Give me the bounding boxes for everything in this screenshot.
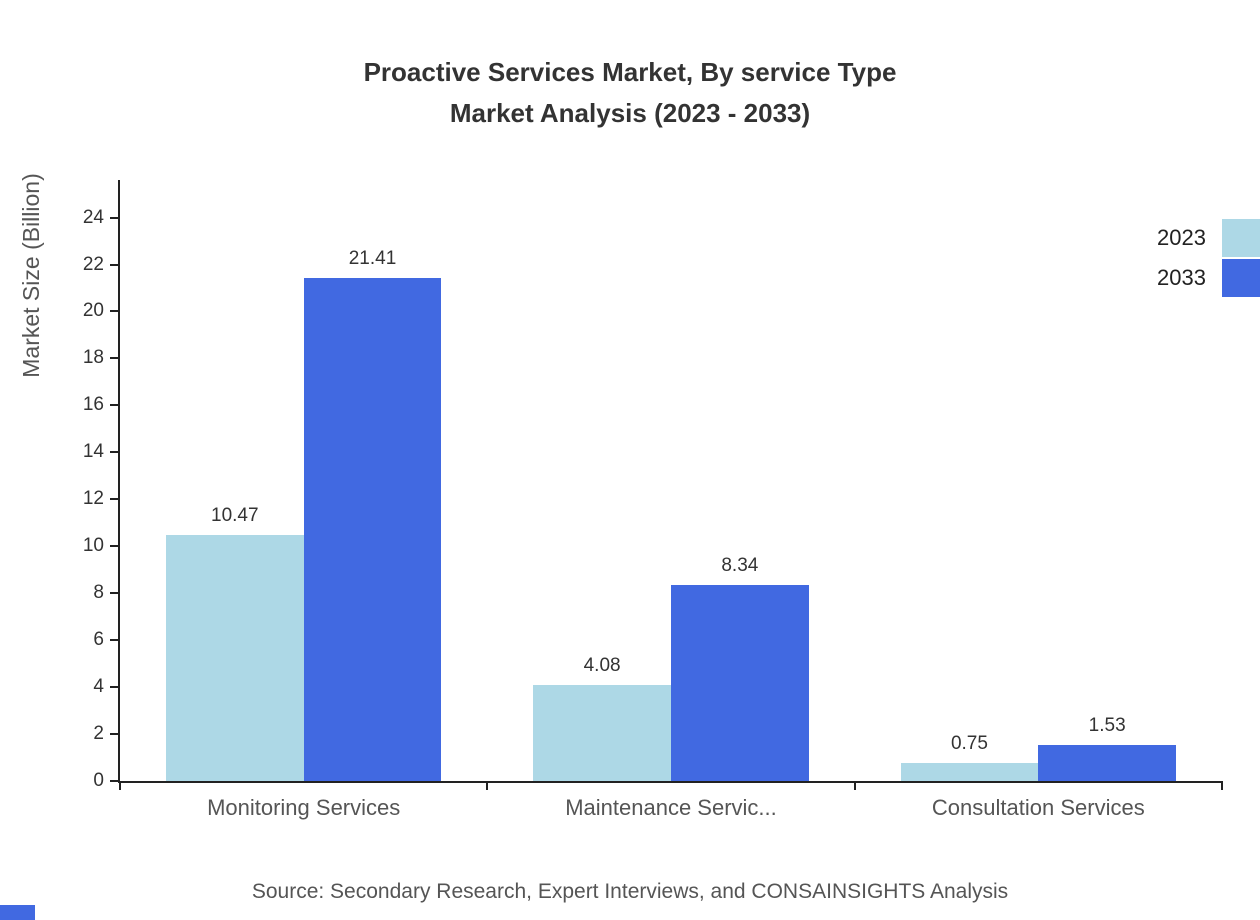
legend: 2023 2033 [1157,218,1260,298]
bar-value-label: 1.53 [1088,715,1126,737]
bar-value-label: 21.41 [348,248,397,270]
y-tick-label: 20 [82,300,104,322]
y-tick-label: 6 [93,629,104,651]
bar-group: 4.08 8.34 Maintenance Servic... [487,180,854,820]
bar-2023: 4.08 [533,655,671,781]
y-tick-label: 12 [82,488,104,510]
source-note: Source: Secondary Research, Expert Inter… [251,880,1009,903]
plot-area: 0 2 4 6 8 10 12 14 16 18 20 22 24 10.47 21.41 Monitorin… [83,180,1223,820]
legend-item-2033: 2033 [1157,258,1260,298]
y-tick-label: 14 [82,441,104,463]
x-tick-mark [853,781,856,790]
x-category-label: Monitoring Services [207,795,401,820]
y-axis-title: Market Size (Billion) [18,173,44,378]
y-tick-mark [110,686,118,689]
y-tick-mark [110,357,118,360]
y-tick-label: 8 [93,582,104,604]
bar-group: 10.47 21.41 Monitoring Services [120,180,487,820]
x-category-label: Maintenance Servic... [565,795,777,820]
bar-2033: 21.41 [303,248,442,781]
bar-2033: 8.34 [670,555,809,781]
watermark-corner [0,905,35,920]
y-tick-mark [110,310,118,313]
y-tick-label: 22 [82,253,104,275]
legend-item-2023: 2023 [1157,218,1260,258]
y-tick-mark [110,780,118,782]
bar-value-label: 8.34 [721,555,759,577]
legend-swatch [1222,219,1260,257]
legend-swatch [1222,259,1260,297]
y-tick-label: 18 [82,347,104,369]
y-tick-mark [110,451,118,454]
y-tick-mark [110,216,118,219]
legend-label: 2023 [1157,225,1206,250]
y-tick-mark [110,498,118,501]
chart-title-line2: Market Analysis (2023 - 2033) [449,98,811,128]
bar-group: 0.75 1.53 Consultation Services [855,180,1222,820]
legend-label: 2033 [1157,265,1206,290]
bar-2033: 1.53 [1038,715,1177,781]
y-tick-label: 4 [93,676,104,698]
y-tick-mark [110,639,118,642]
bar-value-label: 0.75 [950,733,988,755]
x-category-label: Consultation Services [931,795,1145,820]
bar-value-label: 10.47 [211,505,259,527]
y-tick-label: 16 [82,394,104,416]
y-tick-mark [110,545,118,548]
y-tick-mark [110,263,118,266]
x-tick-mark [119,781,121,790]
x-tick-mark [486,781,489,790]
bar-value-label: 4.08 [583,655,621,677]
y-tick-label: 2 [93,723,104,745]
y-tick-mark [110,592,118,595]
y-tick-label: 10 [82,535,104,557]
y-tick-label: 24 [82,206,104,228]
y-tick-mark [110,404,118,407]
chart-title: Proactive Services Market, By service Ty… [0,52,1260,134]
y-tick-mark [110,733,118,736]
chart-title-line1: Proactive Services Market, By service Ty… [363,57,897,87]
bar-2023: 10.47 [165,505,304,781]
y-tick-label: 0 [93,770,104,791]
x-tick-mark [1221,781,1223,790]
bar-2023: 0.75 [900,733,1039,781]
